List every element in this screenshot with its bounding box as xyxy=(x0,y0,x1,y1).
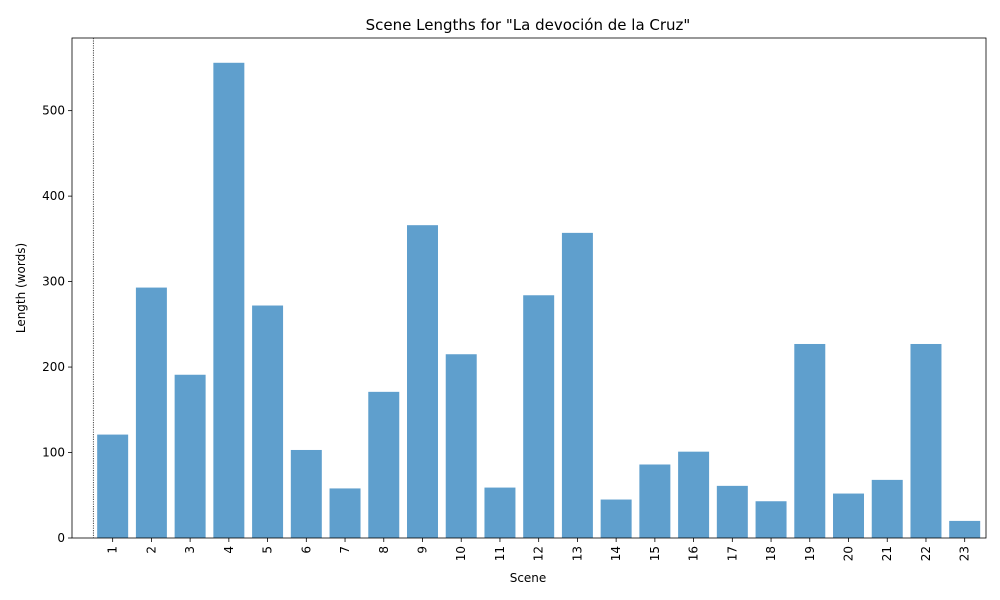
bar-scene-5 xyxy=(252,305,284,538)
bar-scene-15 xyxy=(639,464,671,538)
y-tick-label: 200 xyxy=(42,360,65,374)
x-tick-label-17: 17 xyxy=(725,546,739,561)
x-tick-label-19: 19 xyxy=(803,546,817,561)
x-tick-label-21: 21 xyxy=(880,546,894,561)
x-tick-label-1: 1 xyxy=(106,546,120,554)
x-tick-label-23: 23 xyxy=(958,546,972,561)
x-tick-label-16: 16 xyxy=(687,546,701,561)
y-axis-label: Length (words) xyxy=(14,243,28,333)
y-tick-label: 300 xyxy=(42,275,65,289)
x-tick-label-4: 4 xyxy=(222,546,236,554)
bar-scene-2 xyxy=(135,287,167,538)
bar-scene-13 xyxy=(561,232,593,538)
x-tick-label-10: 10 xyxy=(454,546,468,561)
chart-title: Scene Lengths for "La devoción de la Cru… xyxy=(366,16,691,34)
bar-scene-19 xyxy=(794,343,826,538)
plot-frame xyxy=(71,37,987,539)
x-tick-label-9: 9 xyxy=(415,546,429,554)
bar-scene-8 xyxy=(368,391,400,538)
bar-scene-11 xyxy=(484,487,516,538)
x-tick-label-22: 22 xyxy=(919,546,933,561)
x-axis-label: Scene xyxy=(510,571,547,585)
bar-scene-4 xyxy=(213,62,245,539)
bar-scene-9 xyxy=(407,225,438,538)
y-tick-label: 0 xyxy=(57,531,65,545)
bar-scene-7 xyxy=(329,488,361,538)
x-tick-label-6: 6 xyxy=(299,546,313,554)
x-tick-label-3: 3 xyxy=(183,546,197,554)
x-tick-label-12: 12 xyxy=(532,546,546,561)
y-axis: 0 100 200 300 400 500 xyxy=(42,104,72,545)
x-tick-label-13: 13 xyxy=(570,546,584,561)
bar-scene-23 xyxy=(949,520,981,538)
x-tick-label-15: 15 xyxy=(648,546,662,561)
y-tick-label: 400 xyxy=(42,189,65,203)
bar-scene-12 xyxy=(523,295,555,538)
x-tick-label-11: 11 xyxy=(493,546,507,561)
x-tick-label-7: 7 xyxy=(338,546,352,554)
x-tick-label-2: 2 xyxy=(144,546,158,554)
x-tick-label-14: 14 xyxy=(609,546,623,561)
x-axis: 1 2 3 4 5 6 7 8 9 10 11 12 13 14 15 16 17 18 19 20 21 22 23 xyxy=(106,538,972,561)
bar-scene-16 xyxy=(678,451,710,538)
y-tick-label: 100 xyxy=(42,446,65,460)
x-tick-label-18: 18 xyxy=(764,546,778,561)
bar-scene-18 xyxy=(755,501,787,538)
bar-scene-22 xyxy=(910,343,942,538)
bar-scene-17 xyxy=(716,485,748,538)
x-tick-label-8: 8 xyxy=(377,546,391,554)
bar-scene-10 xyxy=(445,354,477,538)
x-tick-label-5: 5 xyxy=(261,546,275,554)
bar-scene-20 xyxy=(833,493,865,538)
x-tick-label-20: 20 xyxy=(842,546,856,561)
bars-group xyxy=(97,62,981,539)
bar-scene-14 xyxy=(600,499,632,538)
bar-scene-6 xyxy=(290,449,322,538)
bar-scene-21 xyxy=(871,479,903,538)
bar-scene-1 xyxy=(97,434,129,538)
y-tick-label: 500 xyxy=(42,104,65,118)
bar-scene-3 xyxy=(174,374,206,538)
